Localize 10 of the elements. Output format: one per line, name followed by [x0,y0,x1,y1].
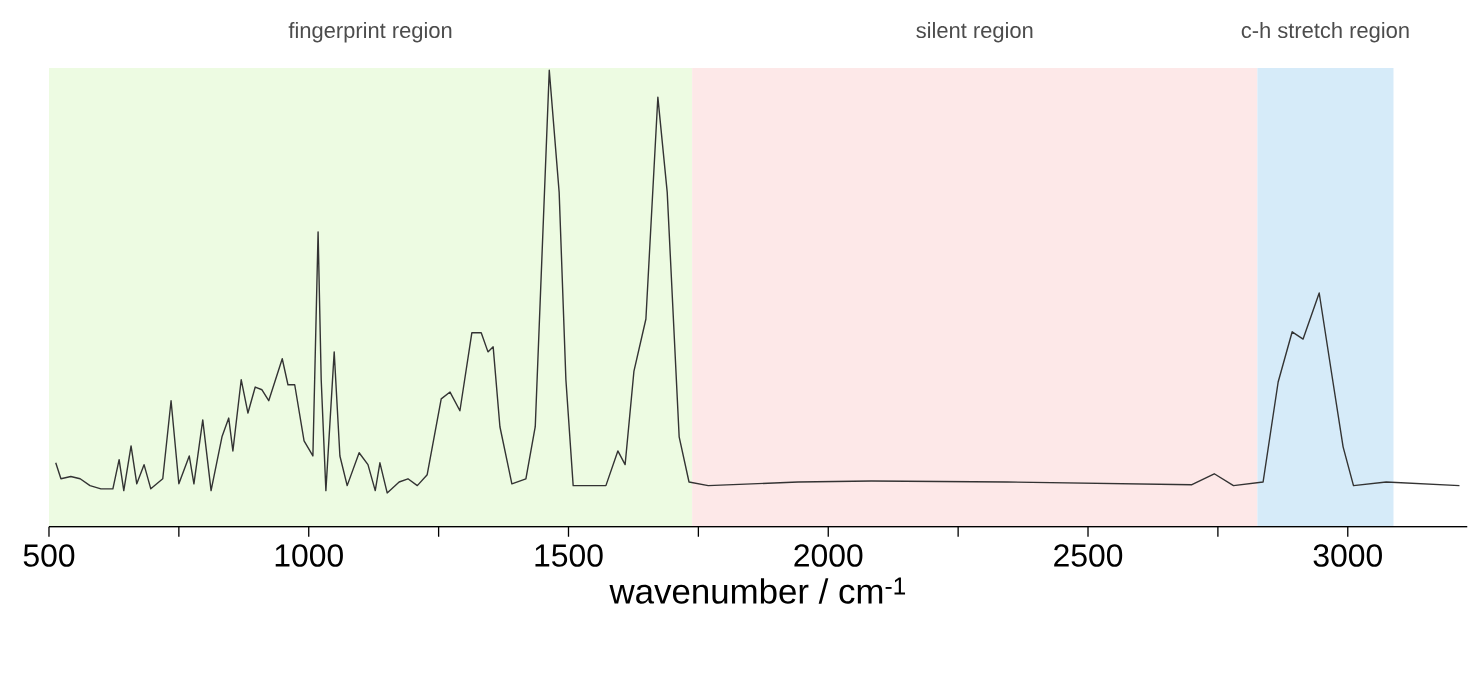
x-tick-label: 1500 [535,544,603,567]
x-axis-title: wavenumber / cm$^{-1}$ [609,577,906,604]
x-tick-label: 2500 [1054,544,1123,567]
band-label: c-h stretch region [1241,22,1409,43]
x-tick-label: 500 [23,544,75,567]
x-tick-label: 3000 [1313,544,1382,567]
band-label: silent region [916,22,1033,43]
band-label: fingerprint region [288,22,452,43]
x-tick-label: 2000 [794,544,863,567]
x-tick-label: 1000 [275,544,343,567]
